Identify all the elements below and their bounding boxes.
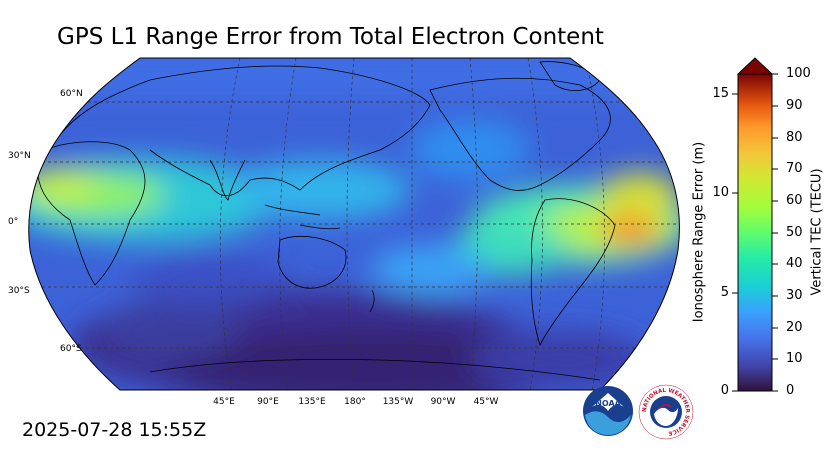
tec-tick-10: 10 [786, 351, 803, 366]
tec-axis-label: Vertical TEC (TECU) [809, 168, 825, 296]
tec-tick-0: 0 [786, 383, 795, 398]
noaa-logo: NOAA [583, 386, 633, 436]
range-error-axis-label: Ionosphere Range Error (m) [691, 141, 707, 323]
lat-label-30s: 30°S [8, 286, 30, 296]
lon-label-45e: 45°E [213, 397, 235, 407]
lon-label-135w: 135°W [382, 397, 414, 407]
lat-label-60n: 60°N [60, 89, 83, 99]
lon-label-90e: 90°E [257, 397, 279, 407]
lon-label-90w: 90°W [430, 397, 456, 407]
lat-label-60s: 60°S [60, 344, 82, 354]
tec-tick-80: 80 [786, 130, 803, 145]
nws-logo: NATIONAL WEATHER SERVICE [638, 384, 694, 440]
tec-tick-20: 20 [786, 320, 803, 335]
lon-label-45w: 45°W [473, 397, 499, 407]
chart-title: GPS L1 Range Error from Total Electron C… [57, 24, 604, 50]
lat-label-30n: 30°N [8, 151, 31, 161]
tec-tick-30: 30 [786, 288, 803, 303]
noaa-logo-text: NOAA [595, 399, 621, 408]
lon-label-180: 180° [344, 397, 366, 407]
tec-tick-50: 50 [786, 225, 803, 240]
timestamp: 2025-07-28 15:55Z [22, 419, 207, 441]
tec-tick-90: 90 [786, 98, 803, 113]
tec-tick-70: 70 [786, 161, 803, 176]
range-error-tick-0: 0 [720, 383, 729, 398]
tec-tick-60: 60 [786, 193, 803, 208]
tec-tick-100: 100 [786, 66, 811, 81]
range-error-tick-5: 5 [720, 285, 729, 300]
lon-label-135e: 135°E [298, 397, 326, 407]
range-error-tick-10: 10 [712, 185, 729, 200]
lat-label-0: 0° [8, 217, 19, 227]
range-error-tick-15: 15 [712, 86, 729, 101]
tec-tick-40: 40 [786, 256, 803, 271]
